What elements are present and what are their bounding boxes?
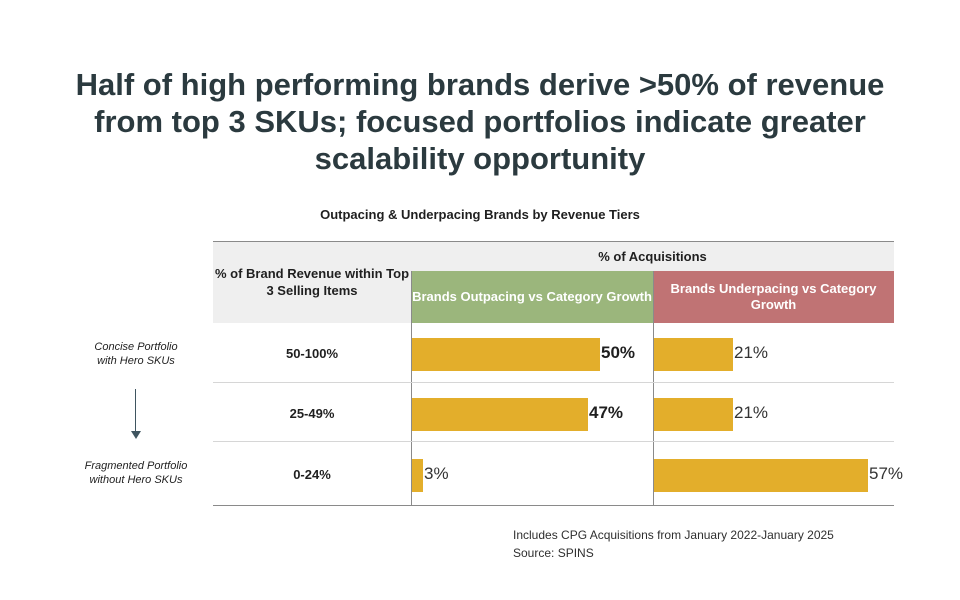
- outpacing-value-label: 47%: [589, 403, 624, 422]
- outpacing-value-label: 50%: [601, 343, 636, 362]
- outpacing-bar: [412, 397, 588, 431]
- underpacing-column-header: Brands Underpacing vs Category Growth: [653, 271, 894, 323]
- row-header: % of Brand Revenue within Top 3 Selling …: [214, 266, 410, 298]
- revenue-tier-label: 0-24%: [293, 467, 331, 482]
- revenue-tier-label: 25-49%: [289, 406, 335, 421]
- row-divider-2: [213, 441, 894, 442]
- table-divider-left: [411, 271, 412, 505]
- row-divider-1: [213, 382, 894, 383]
- underpacing-value-label: 57%: [869, 464, 904, 483]
- revenue-tier-label: 50-100%: [285, 346, 339, 361]
- acquisitions-group-header: % of Acquisitions: [598, 249, 707, 264]
- fragmented-portfolio-label: Fragmented Portfolio without Hero SKUs: [84, 460, 188, 486]
- outpacing-value-label: 3%: [424, 464, 449, 483]
- underpacing-bar: [654, 337, 733, 371]
- underpacing-value-label: 21%: [734, 403, 769, 422]
- down-arrow-line: [135, 389, 136, 431]
- chart-subtitle: Outpacing & Underpacing Brands by Revenu…: [320, 207, 640, 222]
- footnote-scope: Includes CPG Acquisitions from January 2…: [513, 528, 834, 542]
- down-arrow-icon: [131, 431, 141, 439]
- footnote-source: Source: SPINS: [513, 546, 594, 560]
- underpacing-value-label: 21%: [734, 343, 769, 362]
- table-top-border: [213, 241, 894, 242]
- table-divider-middle: [653, 271, 654, 505]
- page-title: Half of high performing brands derive >5…: [75, 67, 885, 176]
- underpacing-bar: [654, 458, 868, 492]
- table-bottom-border: [213, 505, 894, 506]
- concise-portfolio-label: Concise Portfolio with Hero SKUs: [94, 341, 178, 367]
- outpacing-column-header: Brands Outpacing vs Category Growth: [411, 271, 653, 323]
- outpacing-bar: [412, 337, 600, 371]
- outpacing-bar: [412, 458, 423, 492]
- underpacing-bar: [654, 397, 733, 431]
